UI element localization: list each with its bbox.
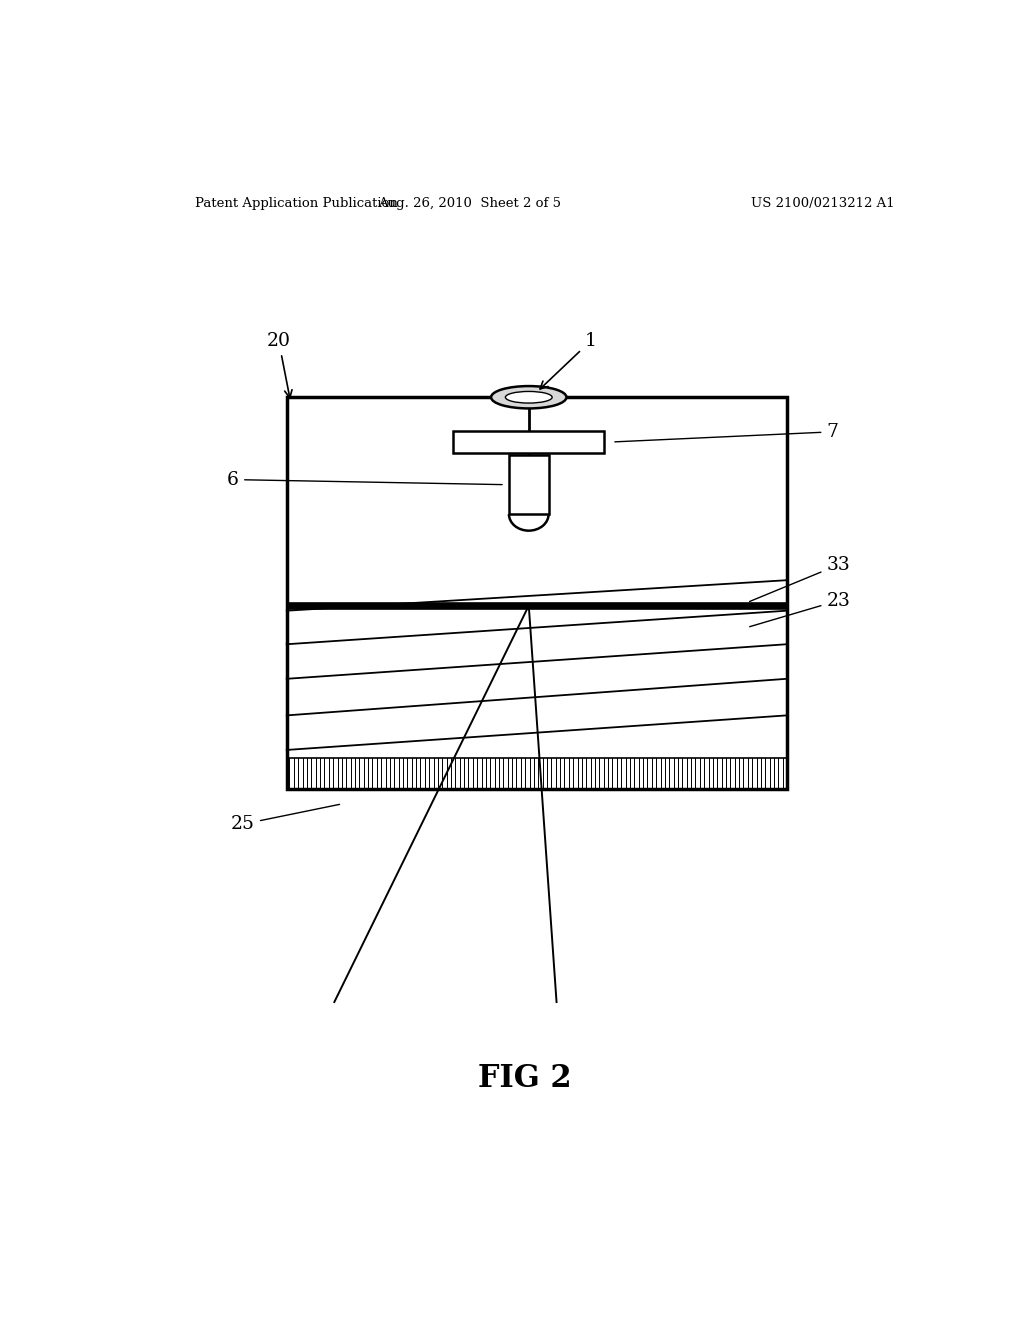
Text: US 2100/0213212 A1: US 2100/0213212 A1 xyxy=(751,197,894,210)
Text: Patent Application Publication: Patent Application Publication xyxy=(196,197,398,210)
Text: 20: 20 xyxy=(267,333,292,397)
Text: 6: 6 xyxy=(227,471,502,488)
Text: FIG 2: FIG 2 xyxy=(478,1063,571,1094)
Text: 7: 7 xyxy=(614,422,839,442)
Text: 1: 1 xyxy=(540,333,596,389)
Bar xyxy=(454,430,604,453)
Text: Aug. 26, 2010  Sheet 2 of 5: Aug. 26, 2010 Sheet 2 of 5 xyxy=(378,197,561,210)
Text: 23: 23 xyxy=(750,591,850,627)
Ellipse shape xyxy=(506,392,552,403)
Text: 25: 25 xyxy=(231,804,340,833)
Ellipse shape xyxy=(492,385,566,408)
Text: 33: 33 xyxy=(750,556,850,602)
Bar xyxy=(509,455,549,515)
